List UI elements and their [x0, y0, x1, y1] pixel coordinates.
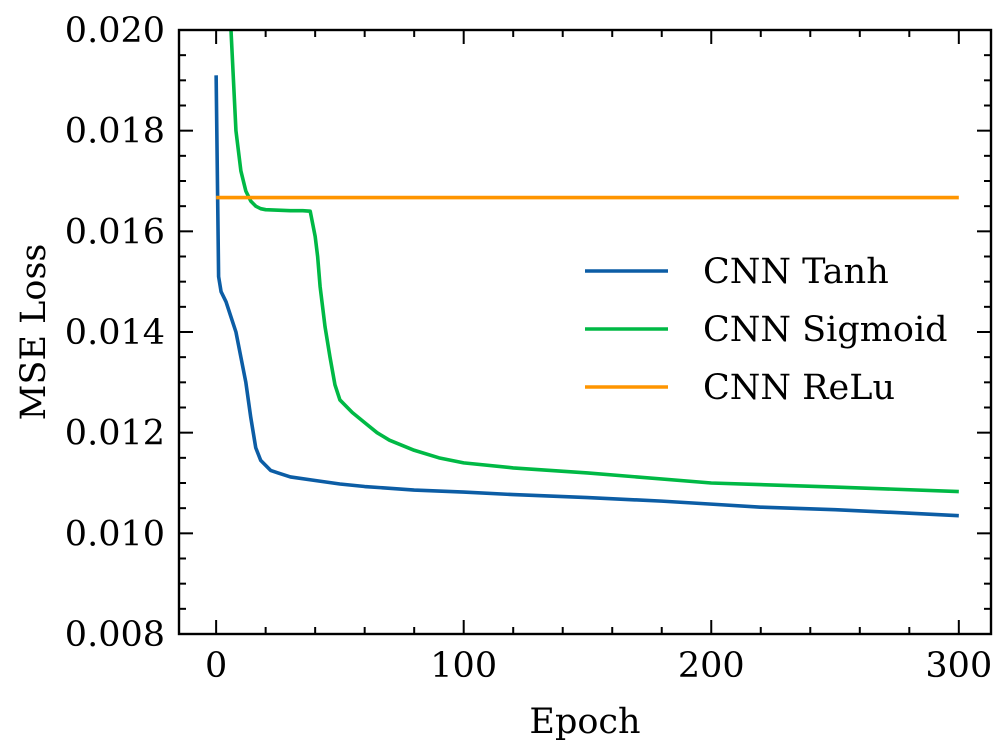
y-tick-label: 0.010: [65, 514, 165, 554]
tick-labels: 0 100 200 300 0.008 0.010 0.012 0.014 0.016 0.018…: [65, 11, 992, 686]
y-tick-label: 0.016: [65, 212, 165, 252]
series-lines: [214, 30, 959, 518]
series-line-cnn-tanh: [214, 75, 959, 518]
legend: CNN Tanh CNN Sigmoid CNN ReLu: [585, 252, 948, 408]
y-tick-label: 0.020: [65, 11, 165, 51]
legend-label: CNN Sigmoid: [703, 310, 948, 350]
legend-label: CNN ReLu: [703, 368, 895, 408]
y-tick-label: 0.018: [65, 112, 165, 152]
y-tick-label: 0.008: [65, 615, 165, 655]
x-axis-label: Epoch: [529, 702, 640, 742]
legend-label: CNN Tanh: [703, 252, 889, 292]
x-tick-label: 0: [205, 646, 227, 686]
axis-ticks: [179, 29, 991, 635]
x-tick-label: 200: [678, 646, 745, 686]
x-tick-label: 100: [430, 646, 497, 686]
x-tick-label: 300: [925, 646, 992, 686]
y-tick-label: 0.014: [65, 313, 165, 353]
y-tick-label: 0.012: [65, 414, 165, 454]
series-line-cnn-sigmoid: [229, 30, 959, 494]
y-axis-label: MSE Loss: [14, 244, 54, 421]
